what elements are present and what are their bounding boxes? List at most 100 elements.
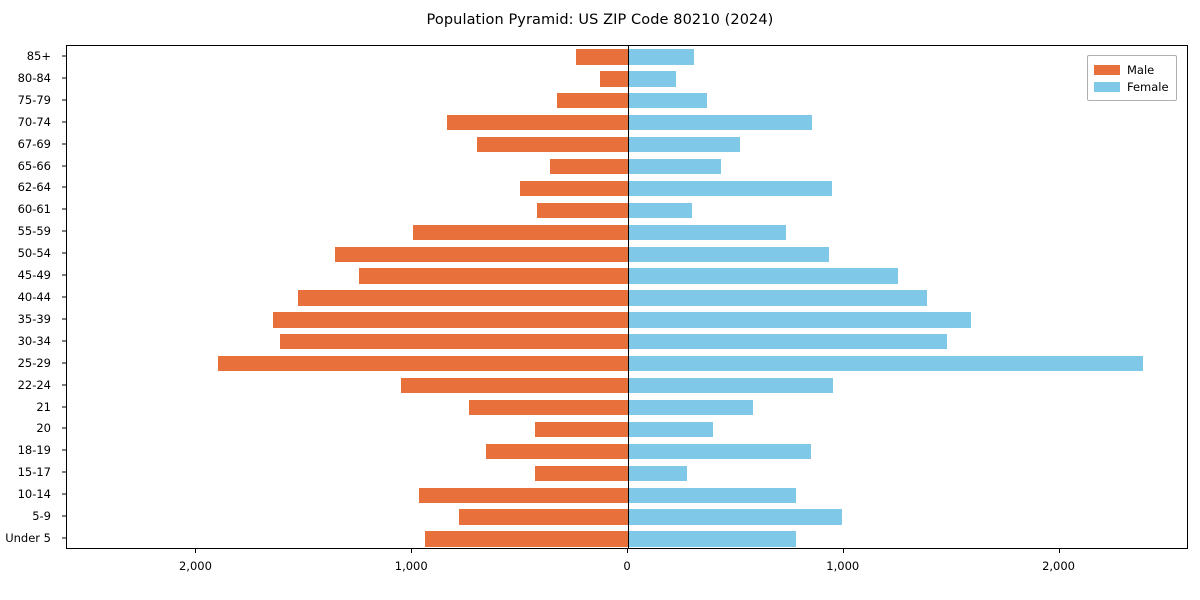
bar-row (67, 509, 1187, 525)
bar-female (628, 158, 721, 175)
y-tick-label: 20 (36, 421, 51, 436)
bar-male (279, 334, 628, 350)
bar-male (550, 158, 628, 175)
y-tick-label: 15-17 (17, 465, 51, 480)
x-tick-mark (1058, 549, 1060, 553)
bar-female (628, 509, 842, 525)
zero-axis-line (628, 46, 630, 548)
bar-row (67, 487, 1187, 503)
bar-row (67, 421, 1187, 438)
bar-female (628, 115, 813, 131)
y-tick-label: 85+ (26, 48, 51, 63)
page-title: Population Pyramid: US ZIP Code 80210 (2… (426, 12, 774, 28)
legend-item-male[interactable]: Male (1094, 61, 1169, 78)
y-tick-mark (62, 252, 66, 254)
y-tick-label: 35-39 (17, 311, 51, 326)
bar-row (67, 49, 1187, 65)
x-tick-label: 1,000 (394, 559, 428, 573)
y-tick-mark (62, 537, 66, 539)
bar-row (67, 531, 1187, 547)
x-axis: 2,000 1,000 0 1,000 2,000 (0, 549, 1200, 589)
bar-male (476, 136, 628, 153)
legend-item-female[interactable]: Female (1094, 78, 1169, 95)
bar-row (67, 246, 1187, 262)
bar-row (67, 334, 1187, 350)
bar-row (67, 443, 1187, 460)
y-tick-label: 22-24 (17, 377, 51, 392)
bar-male (556, 93, 628, 109)
y-tick-mark (62, 165, 66, 167)
bars-layer (67, 46, 1187, 548)
y-tick-mark (62, 515, 66, 517)
y-tick-label: 80-84 (17, 70, 51, 85)
bar-row (67, 93, 1187, 109)
y-tick-mark (62, 121, 66, 123)
bar-male (535, 465, 628, 481)
bar-female (628, 531, 797, 547)
y-tick-mark (62, 77, 66, 79)
y-tick-label: 65-66 (17, 158, 51, 173)
y-tick-label: 60-61 (17, 202, 51, 217)
y-tick-label: 5-9 (32, 509, 51, 524)
y-tick-mark (62, 186, 66, 188)
x-tick-mark (627, 549, 628, 553)
y-tick-mark (62, 318, 66, 320)
x-tick-mark (411, 549, 413, 553)
bar-male (599, 71, 628, 87)
y-tick-label: Under 5 (5, 531, 51, 546)
bar-female (628, 268, 898, 284)
bar-row (67, 465, 1187, 481)
x-tick-label: 0 (623, 559, 631, 573)
y-tick-label: 18-19 (17, 443, 51, 458)
bar-female (628, 334, 947, 350)
y-tick-mark (62, 427, 66, 429)
y-tick-label: 50-54 (17, 246, 51, 261)
bar-female (628, 71, 677, 87)
bar-female (628, 421, 714, 438)
bar-row (67, 115, 1187, 131)
bar-female (628, 312, 972, 328)
legend-swatch-icon (1094, 81, 1120, 92)
bar-female (628, 487, 797, 503)
bar-male (425, 531, 628, 547)
bar-female (628, 136, 741, 153)
bar-female (628, 202, 692, 218)
y-tick-mark (62, 471, 66, 473)
x-tick-label: 1,000 (826, 559, 860, 573)
bar-female (628, 224, 786, 240)
x-tick-mark (195, 549, 197, 553)
y-tick-label: 70-74 (17, 114, 51, 129)
bar-row (67, 377, 1187, 394)
bar-row (67, 71, 1187, 87)
legend-swatch-icon (1094, 64, 1120, 75)
y-tick-mark (62, 143, 66, 145)
y-tick-label: 21 (36, 399, 51, 414)
bar-female (628, 377, 833, 394)
x-tick-label: 2,000 (1042, 559, 1075, 573)
bar-row (67, 224, 1187, 240)
y-tick-label: 25-29 (17, 355, 51, 370)
bar-male (537, 202, 628, 218)
bar-row (67, 158, 1187, 175)
bar-male (297, 290, 628, 306)
bar-row (67, 136, 1187, 153)
y-tick-label: 45-49 (17, 268, 51, 283)
bar-row (67, 180, 1187, 197)
y-tick-mark (62, 340, 66, 342)
bar-female (628, 180, 832, 197)
y-tick-mark (62, 99, 66, 101)
y-tick-label: 55-59 (17, 224, 51, 239)
y-tick-label: 75-79 (17, 92, 51, 107)
bar-male (218, 356, 628, 372)
y-tick-mark (62, 384, 66, 386)
bar-male (334, 246, 628, 262)
y-tick-label: 10-14 (17, 487, 51, 502)
bar-row (67, 268, 1187, 284)
bar-male (418, 487, 628, 503)
plot-area (66, 45, 1188, 549)
bar-male (576, 49, 628, 65)
y-axis: 85+ 80-84 75-79 70-74 67-69 65-66 62-64 60-61 55… (0, 45, 60, 549)
bar-male (469, 399, 628, 416)
y-tick-mark (62, 493, 66, 495)
